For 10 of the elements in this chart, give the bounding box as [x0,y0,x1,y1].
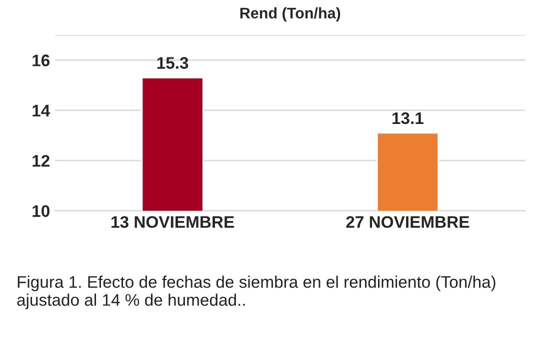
data-label: 13.1 [392,112,424,124]
x-tick-label: 27 NOVIEMBRE [346,216,470,228]
y-tick-label: 14 [32,104,50,116]
x-tick-label: 13 NOVIEMBRE [112,216,234,228]
chart-title: Rend (Ton/ha) [240,7,340,22]
text: Figura 1. Efecto de fechas de siembra en el rendimiento (Ton/ha) ajustado al 14 % de humedad.. [17,276,496,310]
y-tick-label: 10 [32,205,50,218]
data-label: 15.3 [157,57,188,69]
y-tick-label: 16 [32,54,50,66]
y-tick-label: 12 [32,154,50,167]
